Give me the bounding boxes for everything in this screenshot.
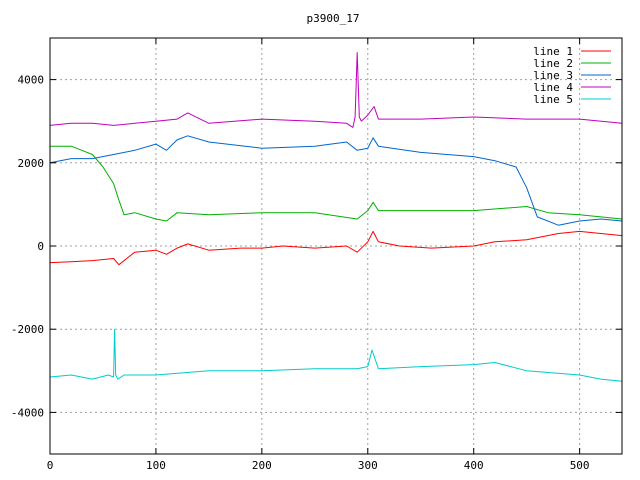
x-tick-label: 500 bbox=[570, 459, 590, 472]
legend-label: line 4 bbox=[533, 81, 573, 94]
series-line-3 bbox=[49, 135, 623, 226]
legend-label: line 3 bbox=[533, 69, 573, 82]
legend-label: line 5 bbox=[533, 93, 573, 106]
series-line-5 bbox=[49, 328, 623, 382]
x-tick-label: 400 bbox=[464, 459, 484, 472]
grid bbox=[50, 38, 622, 454]
y-tick-label: 2000 bbox=[18, 157, 45, 170]
x-tick-label: 200 bbox=[252, 459, 272, 472]
y-tick-label: 0 bbox=[37, 240, 44, 253]
series-line-2 bbox=[50, 145, 623, 222]
chart-title: p3900_17 bbox=[307, 12, 360, 25]
series-line-1 bbox=[49, 230, 623, 266]
x-tick-label: 100 bbox=[146, 459, 166, 472]
series-layer bbox=[49, 52, 623, 382]
axis-ticks: 0 100 200 300 400 500 -4000 -2000 0 2000 4000 bbox=[11, 38, 622, 472]
x-tick-label: 0 bbox=[47, 459, 54, 472]
series-line-4 bbox=[49, 52, 623, 128]
x-tick-label: 300 bbox=[358, 459, 378, 472]
legend-label: line 1 bbox=[533, 45, 573, 58]
y-tick-label: -4000 bbox=[11, 406, 44, 419]
y-tick-label: 4000 bbox=[18, 74, 45, 87]
legend-label: line 2 bbox=[533, 57, 573, 70]
y-tick-label: -2000 bbox=[11, 323, 44, 336]
